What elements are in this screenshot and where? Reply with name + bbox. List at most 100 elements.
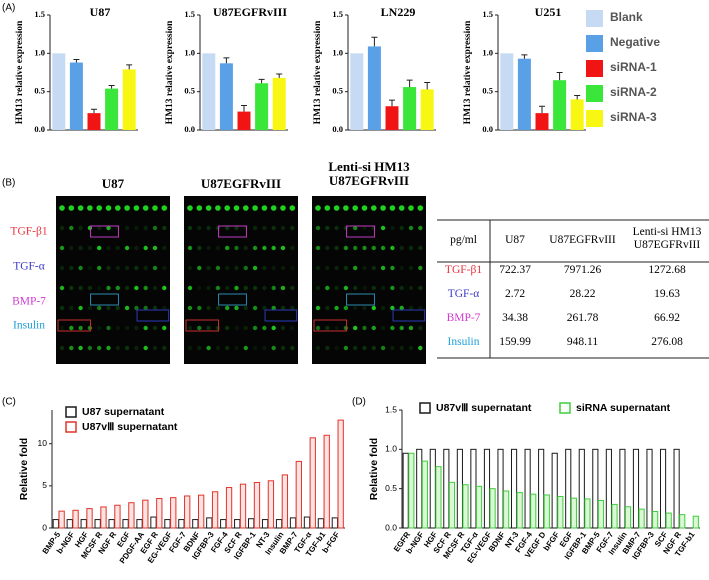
array-image bbox=[56, 196, 170, 364]
array-spot bbox=[243, 245, 248, 251]
array-spot bbox=[115, 265, 121, 271]
array-spot bbox=[362, 225, 367, 231]
array-spot bbox=[69, 285, 74, 291]
bar bbox=[673, 448, 680, 529]
array-spot bbox=[162, 225, 167, 231]
bar bbox=[281, 474, 289, 529]
array-spot bbox=[408, 305, 414, 311]
chart-title: LN229 bbox=[381, 5, 416, 19]
array-spot bbox=[97, 305, 102, 311]
panel-label: (C) bbox=[2, 397, 16, 408]
image-title: Lenti-si HM13 U87EGFRvIII bbox=[328, 159, 410, 189]
bar bbox=[66, 519, 73, 529]
array-spot bbox=[262, 345, 267, 351]
array-spot bbox=[187, 325, 193, 331]
array-spot bbox=[78, 285, 83, 291]
bar bbox=[350, 53, 364, 131]
array-spot bbox=[243, 285, 248, 291]
array-spot bbox=[206, 285, 211, 291]
array-spot bbox=[262, 325, 267, 331]
bar bbox=[517, 58, 531, 131]
bar bbox=[483, 448, 491, 529]
panel-label: (D) bbox=[352, 397, 366, 408]
array-spot bbox=[315, 345, 321, 351]
bar bbox=[248, 518, 255, 529]
array-spot bbox=[215, 325, 221, 331]
bar bbox=[337, 419, 344, 529]
array-spot bbox=[390, 305, 395, 311]
bar bbox=[421, 460, 428, 529]
row-label: BMP-7 bbox=[12, 296, 46, 308]
array-spot bbox=[362, 285, 367, 291]
legend-swatch bbox=[586, 10, 603, 27]
bar bbox=[234, 519, 241, 529]
array-spot bbox=[124, 225, 130, 231]
bar bbox=[122, 519, 129, 529]
array-spot bbox=[124, 245, 130, 251]
error-bar bbox=[574, 95, 581, 100]
chart-title: U87EGFRvIII bbox=[213, 5, 287, 19]
bar bbox=[565, 448, 572, 529]
bar bbox=[692, 515, 699, 529]
array-spot bbox=[187, 205, 193, 211]
array-spot bbox=[69, 225, 74, 231]
bar bbox=[408, 452, 415, 529]
array-spot bbox=[162, 345, 167, 351]
bar bbox=[632, 448, 640, 529]
array-spot bbox=[215, 205, 221, 211]
array-spot bbox=[390, 265, 395, 271]
array-spot bbox=[106, 345, 111, 351]
array-spot bbox=[234, 265, 239, 271]
bar bbox=[239, 483, 247, 529]
array-spot bbox=[280, 345, 286, 351]
bar bbox=[220, 519, 227, 529]
table-header: U87 bbox=[505, 234, 525, 246]
array-spot bbox=[399, 345, 404, 351]
y-tick-label: 1.5 bbox=[34, 9, 45, 19]
array-spot bbox=[262, 265, 267, 271]
array-spot bbox=[106, 225, 111, 231]
array-spot bbox=[380, 225, 386, 231]
bar bbox=[570, 99, 584, 130]
legend-label: U87vⅢ supernatant bbox=[436, 402, 532, 414]
array-spot bbox=[143, 265, 148, 271]
array-spot bbox=[290, 285, 295, 291]
array-spot bbox=[124, 265, 130, 271]
bar bbox=[605, 448, 612, 529]
array-spot bbox=[315, 265, 321, 271]
bar bbox=[659, 448, 667, 529]
array-spot bbox=[408, 285, 414, 291]
array-spot bbox=[187, 285, 193, 291]
array-spot bbox=[87, 325, 93, 331]
array-spot bbox=[252, 285, 258, 291]
array-spot bbox=[187, 225, 193, 231]
array-spot bbox=[187, 305, 193, 311]
image-title: U87EGFRvIII bbox=[200, 176, 282, 191]
array-spot bbox=[106, 325, 111, 331]
array-spot bbox=[262, 285, 267, 291]
array-spot bbox=[152, 285, 158, 291]
array-spot bbox=[390, 345, 395, 351]
array-spot bbox=[152, 245, 158, 251]
legend-swatch bbox=[559, 402, 571, 414]
bar bbox=[665, 512, 672, 529]
array-spot bbox=[390, 225, 395, 231]
y-tick-label: 0.5 bbox=[332, 86, 343, 96]
y-tick-label: 0.5 bbox=[482, 86, 493, 96]
array-spot bbox=[315, 325, 321, 331]
bar bbox=[584, 498, 591, 529]
array-spot bbox=[152, 345, 158, 351]
legend-swatch bbox=[65, 421, 77, 433]
array-spot bbox=[325, 345, 330, 351]
array-spot bbox=[270, 205, 277, 211]
bar bbox=[403, 87, 417, 130]
array-spot bbox=[252, 265, 258, 271]
array-spot bbox=[59, 265, 65, 271]
bar bbox=[192, 519, 199, 529]
array-spot bbox=[252, 305, 258, 311]
array-spot bbox=[325, 265, 330, 271]
y-tick-label: 5 bbox=[42, 480, 47, 490]
array-spot bbox=[124, 205, 130, 211]
array-spot bbox=[206, 265, 211, 271]
array-spot bbox=[271, 265, 276, 271]
